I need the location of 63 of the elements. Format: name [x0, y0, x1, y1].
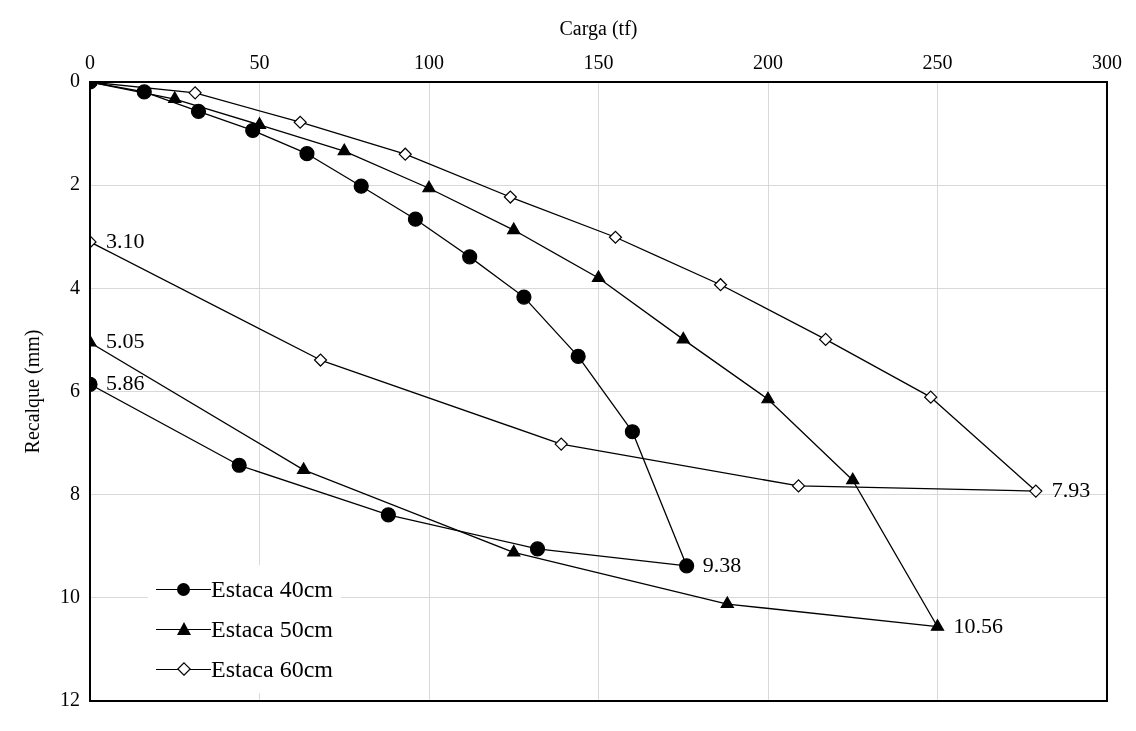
x-tick-label: 200 [753, 51, 783, 74]
data-label: 7.93 [1051, 476, 1091, 502]
point [1029, 484, 1043, 498]
point [791, 479, 806, 493]
x-axis-title: Carga (tf) [559, 17, 638, 41]
point [924, 390, 938, 404]
data-label: 5.86 [106, 370, 145, 396]
point [136, 84, 152, 100]
point [819, 332, 833, 346]
point [516, 289, 532, 305]
point [380, 507, 396, 523]
point [624, 424, 640, 440]
point [591, 270, 606, 283]
y-tick-label: 4 [70, 275, 80, 298]
point [422, 180, 436, 193]
point [529, 541, 546, 557]
point [337, 143, 351, 156]
data-label: 10.56 [953, 612, 1003, 638]
point [930, 619, 945, 631]
data-label: 9.38 [702, 551, 742, 577]
point [407, 211, 424, 227]
y-tick-label: 6 [70, 378, 80, 401]
point [313, 353, 328, 367]
x-tick-label: 150 [583, 51, 614, 74]
point [507, 222, 521, 235]
y-tick-label: 2 [70, 172, 80, 195]
data-label: 3.10 [106, 227, 145, 253]
y-tick-label: 10 [60, 585, 80, 608]
x-tick-label: 0 [85, 51, 95, 74]
point [720, 596, 734, 609]
point [846, 472, 860, 485]
point [398, 147, 412, 161]
point [608, 230, 623, 244]
x-tick-label: 250 [922, 51, 953, 74]
point [293, 115, 307, 129]
x-tick-label: 100 [414, 51, 444, 74]
point [168, 91, 182, 104]
point [190, 103, 207, 119]
point [231, 457, 247, 473]
legend-label: Estaca 40cm [211, 575, 333, 603]
x-tick-label: 50 [249, 51, 270, 74]
point [507, 544, 521, 557]
point [353, 178, 369, 194]
y-tick-label: 0 [70, 69, 80, 92]
point [462, 249, 478, 265]
point [296, 462, 311, 475]
point [679, 558, 695, 574]
point [676, 331, 690, 344]
point [299, 146, 315, 162]
point [554, 437, 568, 451]
x-tick-label: 300 [1092, 51, 1122, 74]
point [188, 86, 202, 100]
data-label: 5.05 [106, 328, 145, 354]
y-axis-title: Recalque (mm) [21, 329, 45, 454]
legend-label: Estaca 50cm [211, 615, 333, 643]
y-tick-label: 12 [60, 688, 80, 711]
y-tick-label: 8 [70, 481, 80, 504]
point [761, 391, 775, 404]
point [713, 278, 728, 292]
legend-label: Estaca 60cm [211, 655, 333, 683]
point [570, 348, 586, 365]
point [503, 190, 517, 204]
point [245, 122, 261, 139]
